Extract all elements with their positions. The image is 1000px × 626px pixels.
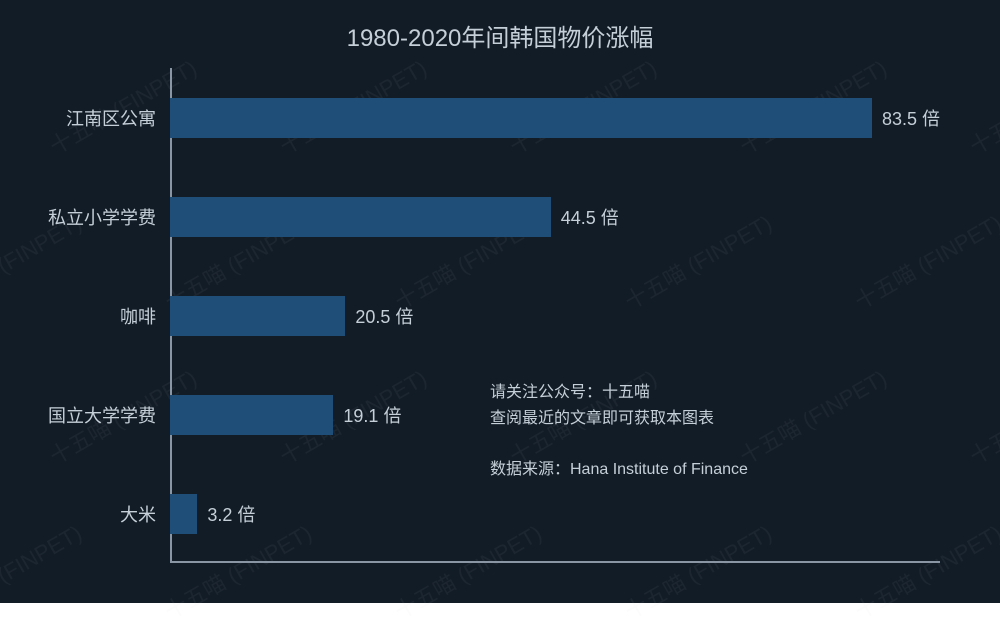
annotation-line	[490, 431, 748, 457]
watermark-text: 十五喵 (FINPET)	[963, 51, 1000, 161]
bar-value-label: 20.5 倍	[355, 303, 413, 329]
chart-container: 1980-2020年间韩国物价涨幅 十五喵 (FINPET) 十五喵 (FINPE…	[0, 0, 1000, 603]
plot-area: 江南区公寓83.5 倍私立小学学费44.5 倍咖啡20.5 倍国立大学学费19.…	[170, 68, 940, 563]
bar-value-label: 3.2 倍	[207, 501, 255, 527]
bar-row: 江南区公寓83.5 倍	[170, 98, 940, 138]
bar	[170, 296, 345, 336]
annotation-text: 请关注公众号：十五喵查阅最近的文章即可获取本图表 数据来源：Hana Insti…	[490, 380, 748, 482]
chart-title: 1980-2020年间韩国物价涨幅	[0, 18, 1000, 53]
bar	[170, 395, 333, 435]
bar	[170, 98, 872, 138]
category-label: 私立小学学费	[48, 204, 156, 230]
bar-value-label: 19.1 倍	[343, 402, 401, 428]
category-label: 国立大学学费	[48, 402, 156, 428]
watermark-text: 十五喵 (FINPET)	[963, 361, 1000, 471]
category-label: 大米	[120, 501, 156, 527]
bar-row: 私立小学学费44.5 倍	[170, 197, 940, 237]
bar-row: 大米3.2 倍	[170, 494, 940, 534]
x-axis	[170, 561, 940, 563]
bar	[170, 197, 551, 237]
bar	[170, 494, 197, 534]
watermark-text: 十五喵 (FINPET)	[0, 516, 87, 626]
bar-value-label: 83.5 倍	[882, 105, 940, 131]
category-label: 江南区公寓	[66, 105, 156, 131]
bar-row: 咖啡20.5 倍	[170, 296, 940, 336]
annotation-line: 请关注公众号：十五喵	[490, 380, 748, 406]
bar-value-label: 44.5 倍	[561, 204, 619, 230]
category-label: 咖啡	[120, 303, 156, 329]
annotation-line: 查阅最近的文章即可获取本图表	[490, 406, 748, 432]
annotation-line: 数据来源：Hana Institute of Finance	[490, 457, 748, 483]
